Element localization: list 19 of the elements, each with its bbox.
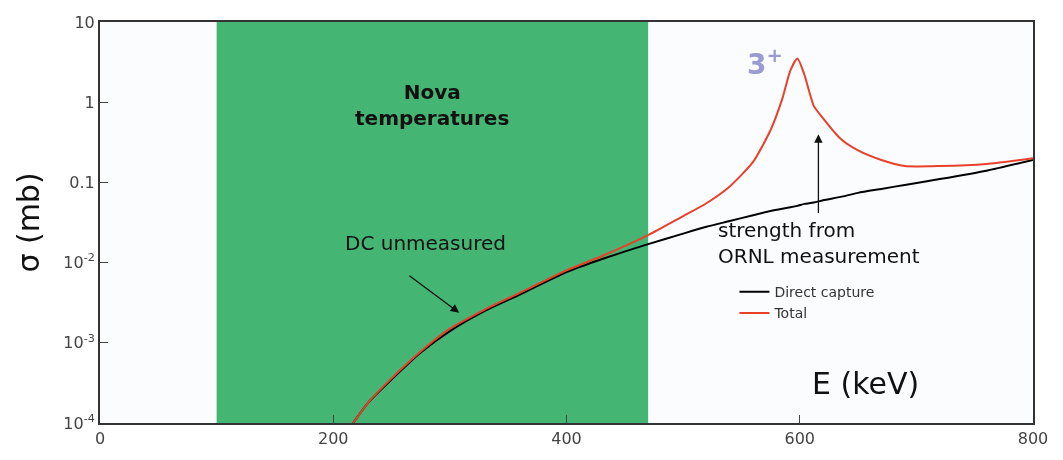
annotation: strength from ORNL measurement bbox=[718, 218, 920, 268]
legend-label: Direct capture bbox=[774, 284, 875, 301]
x-tick-label: 0 bbox=[94, 429, 106, 449]
y-axis-title: σ (mb) bbox=[10, 172, 46, 273]
annotation: 3$^{+}$ bbox=[747, 44, 783, 81]
band-label: Nova temperatures bbox=[355, 80, 510, 130]
y-tick-label: 10$^{-4}$ bbox=[63, 411, 95, 433]
x-tick-label: 600 bbox=[784, 429, 816, 449]
y-tick-label: 10$^{-3}$ bbox=[63, 331, 95, 353]
x-tick-label: 200 bbox=[317, 429, 349, 449]
legend-label: Total bbox=[773, 305, 808, 322]
x-tick-label: 400 bbox=[551, 429, 582, 449]
y-tick-label: 0.1 bbox=[69, 173, 95, 192]
annotation: DC unmeasured bbox=[345, 231, 506, 255]
y-tick-label: 10$^{-2}$ bbox=[63, 251, 95, 273]
y-tick-label: 10 bbox=[74, 12, 95, 32]
x-tick-label: 800 bbox=[1017, 429, 1049, 449]
y-tick-label: 1 bbox=[84, 92, 95, 112]
x-axis-title: E (keV) bbox=[812, 366, 920, 401]
